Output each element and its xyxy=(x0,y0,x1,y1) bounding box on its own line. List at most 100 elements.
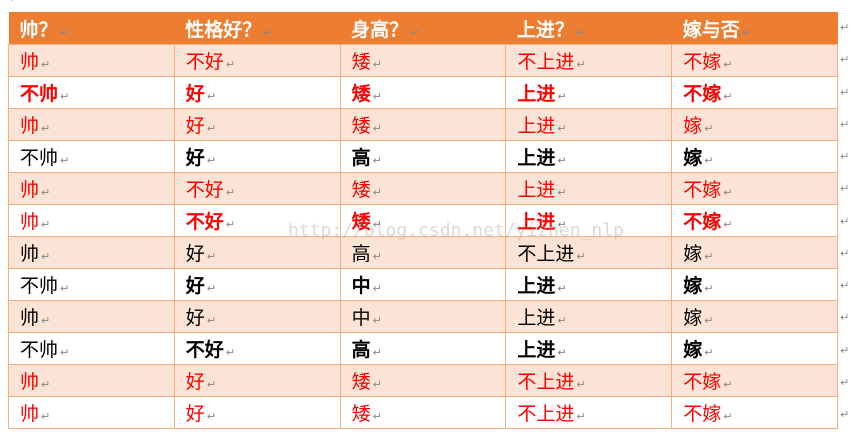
table-cell[interactable]: 不嫁 ↵ xyxy=(671,76,838,109)
cell-text: 矮 xyxy=(351,51,371,73)
table-cell[interactable]: 中 ↵ xyxy=(339,300,507,333)
column-header[interactable]: 性格好？ ↵ xyxy=(174,12,341,45)
table-cell[interactable]: 好 ↵ xyxy=(173,300,341,333)
table-cell[interactable]: 好 ↵ xyxy=(173,76,341,109)
cell-text: 好 xyxy=(185,115,205,137)
paragraph-mark: ↵ xyxy=(41,250,51,263)
row-end-mark: ↵ xyxy=(840,408,850,421)
table-cell[interactable]: 上进 ↵ xyxy=(505,268,673,301)
table-cell[interactable]: 上进 ↵ xyxy=(505,204,673,237)
table-cell[interactable]: 矮 ↵ xyxy=(339,108,507,141)
watermark: http://blog.csdn.net/yizhen_nlp xyxy=(288,220,624,241)
table-cell[interactable]: 帅 ↵ xyxy=(8,204,175,237)
table-cell[interactable]: 上进 ↵ xyxy=(505,76,673,109)
paragraph-mark: ↵ xyxy=(372,314,382,327)
table-row: 帅 ↵ 好 ↵ 矮 ↵ 上进 ↵ 嫁 ↵ xyxy=(8,108,838,141)
table-cell[interactable]: 矮 ↵ xyxy=(339,44,507,77)
table-cell[interactable]: 上进 ↵ xyxy=(505,332,673,365)
column-header[interactable]: 身高？ ↵ xyxy=(340,12,506,45)
table-cell[interactable]: 上进 ↵ xyxy=(505,172,673,205)
table-row: 帅 ↵ 好 ↵ 高 ↵ 不上进 ↵ 嫁 ↵ xyxy=(8,236,838,269)
table-cell[interactable]: 高 ↵ xyxy=(339,236,507,269)
paragraph-mark: ↵ xyxy=(206,410,217,423)
table-cell[interactable]: 帅 ↵ xyxy=(8,172,175,205)
cell-text: 不好 xyxy=(185,51,224,73)
table-cell[interactable]: 帅 ↵ xyxy=(8,364,175,397)
table-cell[interactable]: 嫁 ↵ xyxy=(671,300,838,333)
table-cell[interactable]: 不好 ↵ xyxy=(173,204,341,237)
table-cell[interactable]: 不好 ↵ xyxy=(173,44,341,77)
table-cell[interactable]: 好 ↵ xyxy=(173,108,341,141)
paragraph-mark: ↵ xyxy=(225,186,236,199)
paragraph-mark: ↵ xyxy=(372,186,382,199)
table-cell[interactable]: 不帅 ↵ xyxy=(8,76,175,109)
paragraph-mark: ↵ xyxy=(225,58,236,71)
row-end-mark: ↵ xyxy=(840,117,850,131)
table-cell[interactable]: 上进 ↵ xyxy=(505,108,673,141)
table-cell[interactable]: 不上进 ↵ xyxy=(505,396,673,429)
cell-text: 不上进 xyxy=(517,51,575,73)
table-cell[interactable]: 中 ↵ xyxy=(339,268,507,301)
table-cell[interactable]: 不嫁 ↵ xyxy=(671,396,838,429)
table-cell[interactable]: 不好 ↵ xyxy=(173,332,341,365)
paragraph-mark: ↵ xyxy=(410,25,420,39)
table-cell[interactable]: 帅 ↵ xyxy=(8,396,175,429)
table-cell[interactable]: 嫁 ↵ xyxy=(671,140,838,173)
paragraph-mark: ↵ xyxy=(576,58,586,71)
paragraph-mark: ↵ xyxy=(372,250,382,263)
table-cell[interactable]: 高 ↵ xyxy=(339,332,507,365)
table-cell[interactable]: 好 ↵ xyxy=(173,236,341,269)
table-cell[interactable]: 好 ↵ xyxy=(173,268,341,301)
table-cell[interactable]: 不嫁 ↵ xyxy=(671,204,838,237)
table-cell[interactable]: 好 ↵ xyxy=(173,140,341,173)
table-cell[interactable]: 帅 ↵ xyxy=(8,300,175,333)
table-cell[interactable]: 不帅 ↵ xyxy=(8,140,175,173)
table-cell[interactable]: 嫁 ↵ xyxy=(671,108,838,141)
paragraph-mark: ↵ xyxy=(206,154,217,167)
row-end-mark: ↵ xyxy=(840,375,850,389)
table-cell[interactable]: 嫁 ↵ xyxy=(671,236,838,269)
column-header[interactable]: 上进？ ↵ xyxy=(505,12,672,45)
table-cell[interactable]: 不嫁 ↵ xyxy=(671,364,838,397)
paragraph-mark: ↵ xyxy=(723,58,733,71)
paragraph-mark: ↵ xyxy=(41,378,51,391)
table-cell[interactable]: 帅 ↵ xyxy=(8,44,175,77)
table-cell[interactable]: 上进 ↵ xyxy=(505,140,673,173)
table-cell[interactable]: 好 ↵ xyxy=(173,364,341,397)
table-cell[interactable]: 上进 ↵ xyxy=(505,300,673,333)
cell-text: 矮 xyxy=(351,211,371,233)
cell-text: 帅 xyxy=(20,179,40,201)
table-cell[interactable]: 好 ↵ xyxy=(173,396,341,429)
table-cell[interactable]: 不帅 ↵ xyxy=(8,268,175,301)
cell-text: 嫁 xyxy=(683,147,703,169)
paragraph-mark: ↵ xyxy=(60,282,70,295)
table-cell[interactable]: 不上进 ↵ xyxy=(505,44,673,77)
paragraph-mark: ↵ xyxy=(206,122,217,135)
table-cell[interactable]: 不嫁 ↵ xyxy=(671,172,838,205)
cell-text: 嫁 xyxy=(683,243,703,265)
table-cell[interactable]: 嫁 ↵ xyxy=(671,332,838,365)
table-cell[interactable]: 矮 ↵ xyxy=(339,172,507,205)
column-header[interactable]: 帅？ ↵ xyxy=(8,12,175,45)
cell-text: 矮 xyxy=(351,83,371,105)
cell-text: 不帅 xyxy=(20,83,59,105)
table-cell[interactable]: 不上进 ↵ xyxy=(505,236,673,269)
table-cell[interactable]: 不上进 ↵ xyxy=(505,364,673,397)
table-row: 帅 ↵ 不好 ↵ 矮 ↵ 上进 ↵ 不嫁 ↵ xyxy=(8,172,838,205)
cell-text: 不帅 xyxy=(20,275,59,297)
column-header[interactable]: 嫁与否 ↵ xyxy=(671,12,838,45)
cell-text: 不上进 xyxy=(517,371,575,393)
table-cell[interactable]: 帅 ↵ xyxy=(8,236,175,269)
table-cell[interactable]: 帅 ↵ xyxy=(8,108,175,141)
table-cell[interactable]: 不嫁 ↵ xyxy=(671,44,838,77)
table-cell[interactable]: 矮 ↵ xyxy=(339,76,507,109)
table-cell[interactable]: 不好 ↵ xyxy=(173,172,341,205)
table-cell[interactable]: 高 ↵ xyxy=(339,140,507,173)
row-end-mark: ↵ xyxy=(840,21,850,34)
table-cell[interactable]: 矮 ↵ xyxy=(339,364,507,397)
table-cell[interactable]: 不帅 ↵ xyxy=(8,332,175,365)
table-cell[interactable]: 矮 ↵ xyxy=(339,396,507,429)
table-row: 不帅 ↵ 不好 ↵ 高 ↵ 上进 ↵ 嫁 ↵ xyxy=(8,332,838,365)
row-end-mark: ↵ xyxy=(840,150,850,163)
table-cell[interactable]: 嫁 ↵ xyxy=(671,268,838,301)
